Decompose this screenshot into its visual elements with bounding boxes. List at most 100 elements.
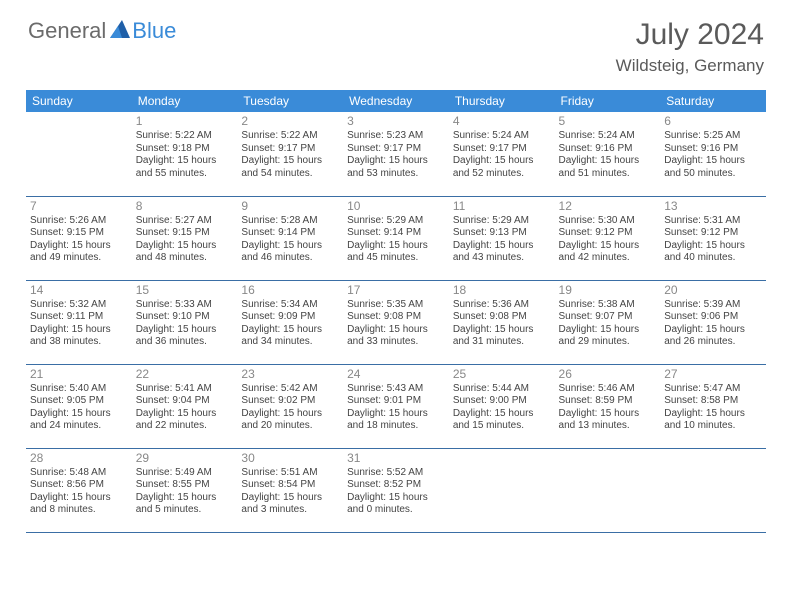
daylight-line: Daylight: 15 hours and 40 minutes. xyxy=(664,240,762,265)
sunset-line: Sunset: 9:12 PM xyxy=(559,227,657,240)
sunset-line: Sunset: 9:14 PM xyxy=(241,227,339,240)
sunset-line: Sunset: 9:17 PM xyxy=(241,143,339,156)
weekday-row: SundayMondayTuesdayWednesdayThursdayFrid… xyxy=(26,90,766,112)
day-number: 16 xyxy=(241,283,339,298)
day-number: 31 xyxy=(347,451,445,466)
calendar-cell: 5Sunrise: 5:24 AMSunset: 9:16 PMDaylight… xyxy=(555,112,661,196)
sunset-line: Sunset: 9:02 PM xyxy=(241,395,339,408)
calendar-cell: 16Sunrise: 5:34 AMSunset: 9:09 PMDayligh… xyxy=(237,280,343,364)
day-number: 1 xyxy=(136,114,234,129)
calendar-cell: 6Sunrise: 5:25 AMSunset: 9:16 PMDaylight… xyxy=(660,112,766,196)
calendar-cell: 15Sunrise: 5:33 AMSunset: 9:10 PMDayligh… xyxy=(132,280,238,364)
calendar-cell: 28Sunrise: 5:48 AMSunset: 8:56 PMDayligh… xyxy=(26,448,132,532)
calendar-cell: 27Sunrise: 5:47 AMSunset: 8:58 PMDayligh… xyxy=(660,364,766,448)
daylight-line: Daylight: 15 hours and 46 minutes. xyxy=(241,240,339,265)
day-number: 25 xyxy=(453,367,551,382)
sunset-line: Sunset: 8:56 PM xyxy=(30,479,128,492)
daylight-line: Daylight: 15 hours and 0 minutes. xyxy=(347,492,445,517)
weekday-header: Thursday xyxy=(449,90,555,112)
brand-part2: Blue xyxy=(132,18,176,44)
brand-part1: General xyxy=(28,18,106,44)
day-number: 26 xyxy=(559,367,657,382)
sunrise-line: Sunrise: 5:43 AM xyxy=(347,383,445,396)
daylight-line: Daylight: 15 hours and 20 minutes. xyxy=(241,408,339,433)
calendar-cell: 22Sunrise: 5:41 AMSunset: 9:04 PMDayligh… xyxy=(132,364,238,448)
title-block: July 2024 Wildsteig, Germany xyxy=(616,18,764,76)
sunset-line: Sunset: 9:00 PM xyxy=(453,395,551,408)
sunset-line: Sunset: 9:04 PM xyxy=(136,395,234,408)
page-header: General Blue July 2024 Wildsteig, German… xyxy=(0,0,792,82)
sunset-line: Sunset: 9:10 PM xyxy=(136,311,234,324)
weekday-header: Friday xyxy=(555,90,661,112)
sunrise-line: Sunrise: 5:51 AM xyxy=(241,467,339,480)
location-label: Wildsteig, Germany xyxy=(616,56,764,76)
sunset-line: Sunset: 9:18 PM xyxy=(136,143,234,156)
calendar-cell: 7Sunrise: 5:26 AMSunset: 9:15 PMDaylight… xyxy=(26,196,132,280)
sunrise-line: Sunrise: 5:29 AM xyxy=(453,215,551,228)
sunrise-line: Sunrise: 5:41 AM xyxy=(136,383,234,396)
sunrise-line: Sunrise: 5:33 AM xyxy=(136,299,234,312)
brand-logo: General Blue xyxy=(28,18,176,44)
calendar-cell: 29Sunrise: 5:49 AMSunset: 8:55 PMDayligh… xyxy=(132,448,238,532)
sunrise-line: Sunrise: 5:22 AM xyxy=(136,130,234,143)
calendar-cell: 1Sunrise: 5:22 AMSunset: 9:18 PMDaylight… xyxy=(132,112,238,196)
calendar-cell: 17Sunrise: 5:35 AMSunset: 9:08 PMDayligh… xyxy=(343,280,449,364)
sunset-line: Sunset: 9:16 PM xyxy=(664,143,762,156)
sunrise-line: Sunrise: 5:25 AM xyxy=(664,130,762,143)
calendar-row: 7Sunrise: 5:26 AMSunset: 9:15 PMDaylight… xyxy=(26,196,766,280)
day-number: 8 xyxy=(136,199,234,214)
day-number: 17 xyxy=(347,283,445,298)
daylight-line: Daylight: 15 hours and 38 minutes. xyxy=(30,324,128,349)
sunset-line: Sunset: 9:15 PM xyxy=(136,227,234,240)
day-number: 20 xyxy=(664,283,762,298)
sunrise-line: Sunrise: 5:22 AM xyxy=(241,130,339,143)
day-number: 18 xyxy=(453,283,551,298)
daylight-line: Daylight: 15 hours and 53 minutes. xyxy=(347,155,445,180)
sunrise-line: Sunrise: 5:47 AM xyxy=(664,383,762,396)
calendar-row: 14Sunrise: 5:32 AMSunset: 9:11 PMDayligh… xyxy=(26,280,766,364)
brand-triangle-icon xyxy=(110,20,130,43)
sunrise-line: Sunrise: 5:52 AM xyxy=(347,467,445,480)
calendar-cell: 14Sunrise: 5:32 AMSunset: 9:11 PMDayligh… xyxy=(26,280,132,364)
daylight-line: Daylight: 15 hours and 8 minutes. xyxy=(30,492,128,517)
sunset-line: Sunset: 9:11 PM xyxy=(30,311,128,324)
daylight-line: Daylight: 15 hours and 18 minutes. xyxy=(347,408,445,433)
daylight-line: Daylight: 15 hours and 43 minutes. xyxy=(453,240,551,265)
sunrise-line: Sunrise: 5:35 AM xyxy=(347,299,445,312)
day-number: 21 xyxy=(30,367,128,382)
calendar-cell: 23Sunrise: 5:42 AMSunset: 9:02 PMDayligh… xyxy=(237,364,343,448)
calendar-row: 1Sunrise: 5:22 AMSunset: 9:18 PMDaylight… xyxy=(26,112,766,196)
day-number: 10 xyxy=(347,199,445,214)
sunrise-line: Sunrise: 5:44 AM xyxy=(453,383,551,396)
calendar-cell: 2Sunrise: 5:22 AMSunset: 9:17 PMDaylight… xyxy=(237,112,343,196)
calendar-cell: 9Sunrise: 5:28 AMSunset: 9:14 PMDaylight… xyxy=(237,196,343,280)
daylight-line: Daylight: 15 hours and 55 minutes. xyxy=(136,155,234,180)
day-number: 3 xyxy=(347,114,445,129)
calendar-cell: 31Sunrise: 5:52 AMSunset: 8:52 PMDayligh… xyxy=(343,448,449,532)
calendar-cell: 11Sunrise: 5:29 AMSunset: 9:13 PMDayligh… xyxy=(449,196,555,280)
sunrise-line: Sunrise: 5:24 AM xyxy=(453,130,551,143)
sunrise-line: Sunrise: 5:27 AM xyxy=(136,215,234,228)
daylight-line: Daylight: 15 hours and 48 minutes. xyxy=(136,240,234,265)
sunrise-line: Sunrise: 5:23 AM xyxy=(347,130,445,143)
calendar-cell: 13Sunrise: 5:31 AMSunset: 9:12 PMDayligh… xyxy=(660,196,766,280)
daylight-line: Daylight: 15 hours and 26 minutes. xyxy=(664,324,762,349)
sunrise-line: Sunrise: 5:38 AM xyxy=(559,299,657,312)
calendar-cell: 10Sunrise: 5:29 AMSunset: 9:14 PMDayligh… xyxy=(343,196,449,280)
weekday-header: Sunday xyxy=(26,90,132,112)
sunset-line: Sunset: 9:09 PM xyxy=(241,311,339,324)
daylight-line: Daylight: 15 hours and 52 minutes. xyxy=(453,155,551,180)
sunrise-line: Sunrise: 5:30 AM xyxy=(559,215,657,228)
day-number: 7 xyxy=(30,199,128,214)
daylight-line: Daylight: 15 hours and 45 minutes. xyxy=(347,240,445,265)
day-number: 29 xyxy=(136,451,234,466)
sunrise-line: Sunrise: 5:26 AM xyxy=(30,215,128,228)
calendar-cell: 25Sunrise: 5:44 AMSunset: 9:00 PMDayligh… xyxy=(449,364,555,448)
calendar-table: SundayMondayTuesdayWednesdayThursdayFrid… xyxy=(26,90,766,533)
sunset-line: Sunset: 8:52 PM xyxy=(347,479,445,492)
daylight-line: Daylight: 15 hours and 22 minutes. xyxy=(136,408,234,433)
calendar-row: 28Sunrise: 5:48 AMSunset: 8:56 PMDayligh… xyxy=(26,448,766,532)
calendar-cell xyxy=(660,448,766,532)
daylight-line: Daylight: 15 hours and 34 minutes. xyxy=(241,324,339,349)
day-number: 23 xyxy=(241,367,339,382)
